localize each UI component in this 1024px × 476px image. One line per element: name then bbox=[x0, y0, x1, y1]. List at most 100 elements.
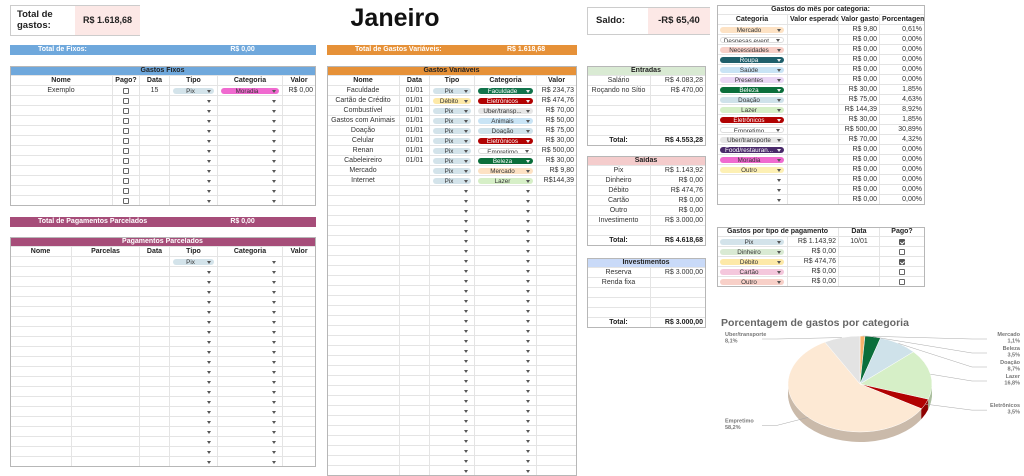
dropdown[interactable] bbox=[221, 339, 279, 345]
dropdown[interactable] bbox=[433, 298, 471, 304]
dropdown[interactable] bbox=[478, 248, 533, 254]
dropdown[interactable] bbox=[173, 319, 214, 325]
dropdown-chip[interactable]: Moradia bbox=[221, 87, 279, 94]
dropdown[interactable] bbox=[478, 328, 533, 334]
dropdown-chip[interactable]: Pix bbox=[173, 258, 214, 265]
dropdown[interactable] bbox=[221, 349, 279, 355]
dropdown[interactable] bbox=[173, 419, 214, 425]
dropdown[interactable] bbox=[478, 348, 533, 354]
dropdown-chip[interactable]: Cartão bbox=[720, 268, 784, 275]
dropdown[interactable] bbox=[173, 108, 214, 114]
dropdown[interactable] bbox=[478, 368, 533, 374]
dropdown[interactable] bbox=[221, 309, 279, 315]
dropdown[interactable] bbox=[720, 187, 784, 193]
dropdown[interactable] bbox=[478, 458, 533, 464]
dropdown[interactable] bbox=[221, 128, 279, 134]
checkbox[interactable] bbox=[123, 87, 129, 94]
dropdown[interactable] bbox=[478, 448, 533, 454]
dropdown[interactable] bbox=[433, 348, 471, 354]
checkbox[interactable] bbox=[123, 157, 129, 164]
dropdown[interactable] bbox=[478, 238, 533, 244]
dropdown-chip[interactable]: Outro bbox=[720, 166, 784, 173]
checkbox[interactable] bbox=[899, 248, 905, 255]
dropdown-chip[interactable]: Food/restauran... bbox=[720, 146, 784, 153]
dropdown[interactable] bbox=[478, 428, 533, 434]
dropdown[interactable] bbox=[173, 329, 214, 335]
dropdown[interactable] bbox=[173, 339, 214, 345]
dropdown[interactable] bbox=[173, 399, 214, 405]
dropdown[interactable] bbox=[173, 198, 214, 204]
dropdown-chip[interactable]: Pix bbox=[173, 87, 214, 94]
dropdown[interactable] bbox=[478, 468, 533, 474]
dropdown[interactable] bbox=[221, 419, 279, 425]
dropdown-chip[interactable]: Pix bbox=[720, 238, 784, 245]
dropdown[interactable] bbox=[478, 288, 533, 294]
dropdown[interactable] bbox=[173, 158, 214, 164]
checkbox[interactable] bbox=[123, 197, 129, 204]
dropdown[interactable] bbox=[478, 208, 533, 214]
dropdown-chip[interactable]: Pix bbox=[433, 117, 471, 124]
dropdown[interactable] bbox=[221, 389, 279, 395]
dropdown-chip[interactable]: Pix bbox=[433, 157, 471, 164]
dropdown[interactable] bbox=[433, 468, 471, 474]
dropdown[interactable] bbox=[433, 258, 471, 264]
dropdown-chip[interactable]: Pix bbox=[433, 177, 471, 184]
dropdown[interactable] bbox=[433, 188, 471, 194]
checkbox[interactable] bbox=[123, 137, 129, 144]
dropdown[interactable] bbox=[478, 278, 533, 284]
dropdown[interactable] bbox=[478, 308, 533, 314]
dropdown[interactable] bbox=[478, 438, 533, 444]
dropdown-chip[interactable]: Uber/transporte bbox=[720, 136, 784, 143]
dropdown[interactable] bbox=[173, 138, 214, 144]
dropdown[interactable] bbox=[221, 369, 279, 375]
dropdown[interactable] bbox=[433, 398, 471, 404]
checkbox[interactable] bbox=[123, 187, 129, 194]
dropdown-chip[interactable]: Eletrônicos bbox=[720, 116, 784, 123]
dropdown[interactable] bbox=[173, 369, 214, 375]
dropdown[interactable] bbox=[173, 178, 214, 184]
dropdown-chip[interactable]: Animais bbox=[478, 117, 533, 124]
dropdown[interactable] bbox=[433, 458, 471, 464]
checkbox[interactable] bbox=[123, 117, 129, 124]
dropdown[interactable] bbox=[221, 449, 279, 455]
dropdown[interactable] bbox=[478, 408, 533, 414]
dropdown-chip[interactable]: Dinheiro bbox=[720, 248, 784, 255]
checkbox[interactable] bbox=[123, 107, 129, 114]
dropdown-chip[interactable]: Mercado bbox=[478, 167, 533, 174]
dropdown[interactable] bbox=[221, 168, 279, 174]
checkbox[interactable] bbox=[123, 147, 129, 154]
dropdown[interactable] bbox=[433, 428, 471, 434]
dropdown[interactable] bbox=[433, 408, 471, 414]
dropdown[interactable] bbox=[433, 228, 471, 234]
dropdown-chip[interactable]: Necessidades bbox=[720, 46, 784, 53]
dropdown-chip[interactable]: Faculdade bbox=[478, 87, 533, 94]
dropdown[interactable] bbox=[221, 98, 279, 104]
dropdown[interactable] bbox=[433, 198, 471, 204]
dropdown-chip[interactable]: Saúde bbox=[720, 66, 784, 73]
dropdown[interactable] bbox=[478, 318, 533, 324]
dropdown[interactable] bbox=[173, 409, 214, 415]
dropdown[interactable] bbox=[433, 208, 471, 214]
dropdown[interactable] bbox=[433, 248, 471, 254]
dropdown[interactable] bbox=[221, 319, 279, 325]
dropdown-chip[interactable]: Empretimo bbox=[478, 147, 533, 154]
checkbox[interactable] bbox=[123, 127, 129, 134]
dropdown-chip[interactable]: Eletrônicos bbox=[478, 137, 533, 144]
dropdown-chip[interactable]: Pix bbox=[433, 137, 471, 144]
dropdown[interactable] bbox=[433, 268, 471, 274]
dropdown[interactable] bbox=[433, 388, 471, 394]
dropdown-chip[interactable]: Lazer bbox=[720, 106, 784, 113]
dropdown-chip[interactable]: Pix bbox=[433, 167, 471, 174]
dropdown[interactable] bbox=[173, 148, 214, 154]
dropdown[interactable] bbox=[173, 429, 214, 435]
dropdown[interactable] bbox=[173, 269, 214, 275]
dropdown-chip[interactable]: Doação bbox=[720, 96, 784, 103]
dropdown[interactable] bbox=[433, 418, 471, 424]
dropdown[interactable] bbox=[173, 309, 214, 315]
dropdown-chip[interactable]: Uber/transp... bbox=[478, 107, 533, 114]
dropdown[interactable] bbox=[221, 379, 279, 385]
dropdown[interactable] bbox=[478, 398, 533, 404]
dropdown[interactable] bbox=[433, 218, 471, 224]
dropdown[interactable] bbox=[433, 338, 471, 344]
dropdown[interactable] bbox=[221, 188, 279, 194]
